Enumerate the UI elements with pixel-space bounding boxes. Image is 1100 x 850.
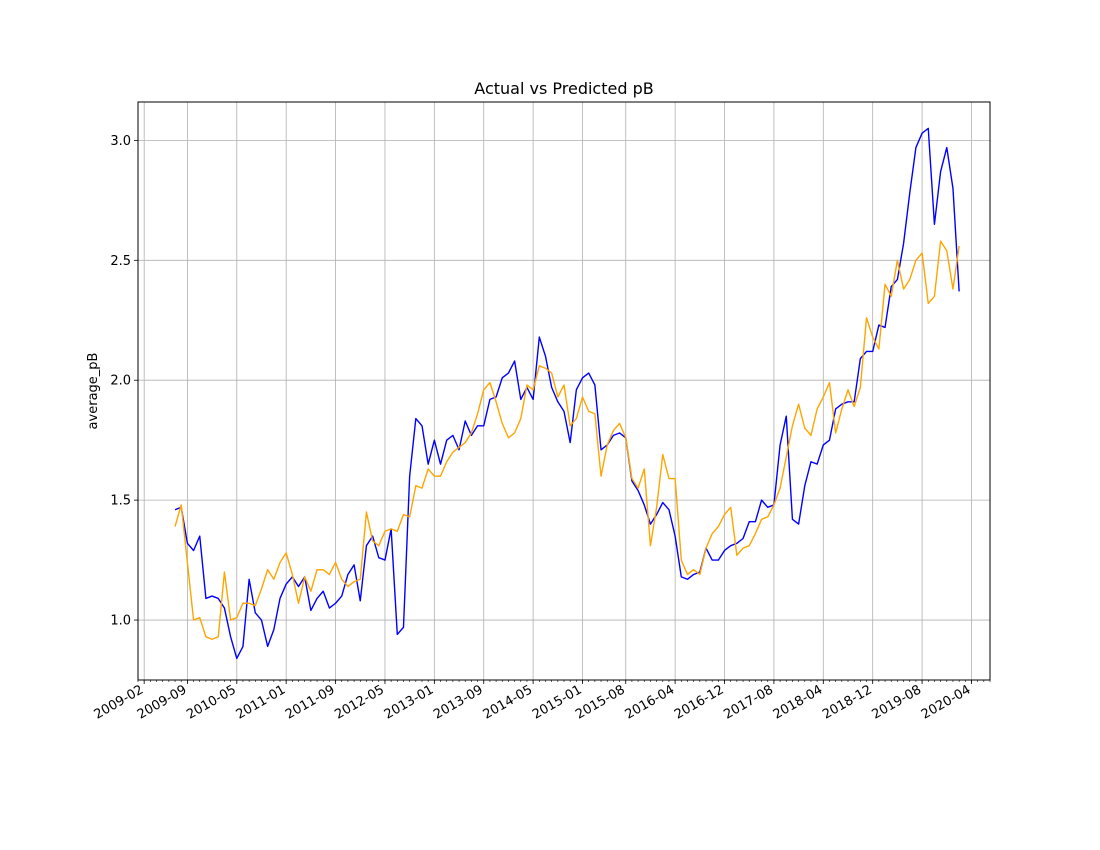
grid-lines: [138, 102, 990, 680]
series-line-2: [174, 240, 960, 640]
plot-frame: [137, 101, 991, 681]
series-line-1: [174, 127, 960, 660]
y-tick-label: 1.0: [110, 614, 131, 629]
x-axis-ticks: 2009-022009-092010-052011-012011-092012-…: [92, 680, 991, 723]
y-tick-label: 1.5: [110, 494, 131, 509]
x-tick-label: 2012-05: [332, 682, 387, 722]
y-tick-label: 2.0: [110, 374, 131, 389]
x-tick-label: 2011-09: [283, 682, 338, 722]
x-tick-label: 2019-08: [870, 682, 925, 722]
x-tick-label: 2020-04: [919, 682, 974, 722]
x-tick-label: 2017-08: [721, 682, 776, 722]
x-tick-label: 2016-12: [672, 682, 727, 722]
y-tick-label: 2.5: [110, 254, 131, 269]
x-tick-label: 2010-05: [184, 682, 239, 722]
x-tick-label: 2018-04: [771, 682, 826, 722]
x-tick-label: 2013-01: [382, 682, 437, 722]
x-tick-label: 2013-09: [431, 682, 486, 722]
y-tick-label: 3.0: [110, 134, 131, 149]
y-axis-ticks: 1.0 1.5 2.0 2.5 3.0: [110, 134, 138, 629]
chart-title: Actual vs Predicted pB: [474, 79, 653, 98]
x-tick-label: 2016-04: [623, 682, 678, 722]
x-tick-label: 2015-08: [573, 682, 628, 722]
x-tick-label: 2009-09: [135, 682, 190, 722]
series-lines: [174, 127, 960, 660]
x-tick-label: 2014-05: [481, 682, 536, 722]
x-tick-label: 2018-12: [820, 682, 875, 722]
x-tick-label: 2011-01: [234, 682, 289, 722]
y-axis-label: average_pB: [86, 353, 101, 430]
